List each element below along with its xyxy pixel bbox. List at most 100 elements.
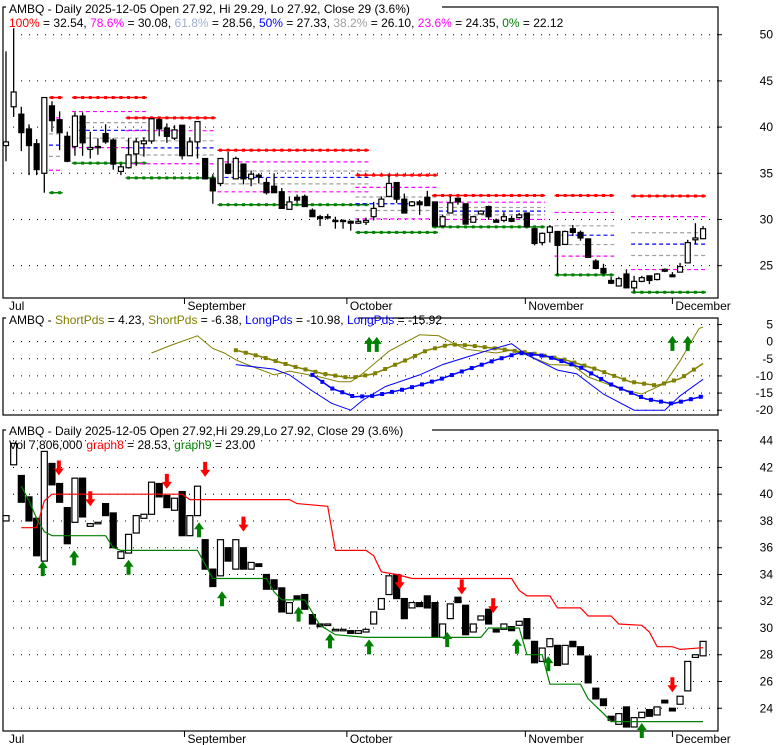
legend-separator: = bbox=[104, 313, 118, 327]
fib-level-marker bbox=[119, 96, 123, 100]
longpds-marker bbox=[469, 366, 474, 371]
candle-body bbox=[309, 209, 316, 218]
signal-candle-body bbox=[423, 595, 431, 609]
legend-value: -15.92 bbox=[408, 313, 442, 327]
candle-body bbox=[2, 141, 10, 147]
legend-separator: , bbox=[340, 313, 347, 327]
shortpds-marker bbox=[452, 342, 457, 347]
fib-level-marker bbox=[487, 193, 491, 197]
longpds-marker bbox=[648, 397, 653, 402]
fib-level-marker bbox=[333, 148, 337, 152]
candle-body bbox=[493, 219, 500, 223]
candle-body bbox=[94, 145, 102, 149]
shortpds-marker bbox=[253, 353, 258, 358]
fib-level-marker bbox=[142, 176, 146, 180]
fib-level-marker bbox=[372, 230, 376, 234]
osc_panel-ytick-label: 0 bbox=[766, 335, 773, 349]
signal-candle-body bbox=[507, 626, 516, 632]
price_panel-ytick-label: 50 bbox=[760, 28, 774, 42]
month-label: Jul bbox=[9, 732, 24, 745]
legend-separator: = bbox=[197, 313, 211, 327]
fib-level-marker bbox=[464, 193, 468, 197]
candle-body bbox=[286, 201, 293, 210]
fib-level-marker bbox=[104, 161, 108, 165]
fib-level-marker bbox=[203, 116, 207, 120]
shortpds-marker bbox=[273, 359, 278, 364]
arrow-up-icon bbox=[325, 633, 336, 649]
legend-value: 22.12 bbox=[533, 16, 563, 30]
signal-candle-body bbox=[354, 630, 362, 634]
fib-level-marker bbox=[372, 173, 376, 177]
shortpds-marker bbox=[622, 377, 627, 382]
legend-label: LongPds bbox=[347, 313, 394, 327]
candle-body bbox=[324, 216, 331, 219]
price_panel-frame bbox=[2, 6, 719, 299]
longpds-marker bbox=[350, 393, 355, 398]
fib-level-marker bbox=[670, 290, 674, 294]
longpds-marker bbox=[609, 382, 614, 387]
fib-level-marker bbox=[663, 194, 667, 198]
signal-candle-body bbox=[63, 506, 71, 545]
shortpds-marker bbox=[263, 356, 268, 361]
shortpds-marker bbox=[462, 343, 467, 348]
candle-body bbox=[240, 163, 247, 180]
fib-level-marker bbox=[318, 203, 322, 207]
shortpds-marker bbox=[243, 350, 248, 355]
signal-candle-body bbox=[239, 547, 248, 570]
candle-body bbox=[378, 198, 385, 208]
signal-candle-body bbox=[668, 707, 677, 712]
fib-level-marker bbox=[81, 161, 85, 165]
fib-level-marker bbox=[211, 116, 215, 120]
fib-level-marker bbox=[586, 273, 590, 277]
candle-body bbox=[408, 201, 416, 207]
longpds-marker bbox=[340, 390, 345, 395]
fib-level-marker bbox=[226, 148, 230, 152]
signal-candle-body bbox=[377, 597, 385, 610]
candle-body bbox=[10, 91, 17, 108]
fib-level-marker bbox=[418, 173, 422, 177]
longpds-marker bbox=[449, 373, 454, 378]
longpds-marker bbox=[579, 365, 584, 370]
signal-panel-title: AMBQ - Daily 2025-12-05 Open 27.92,Hi 29… bbox=[9, 424, 403, 438]
signal-candle-body bbox=[186, 515, 194, 537]
candle-body bbox=[554, 230, 561, 246]
candle-body bbox=[577, 231, 584, 239]
fib-level-marker bbox=[517, 193, 521, 197]
legend-separator: , bbox=[141, 313, 148, 327]
signal-candle-body bbox=[484, 608, 493, 625]
candle-body bbox=[271, 185, 278, 194]
signal-candle-body bbox=[216, 539, 225, 577]
signal-candle-body bbox=[469, 623, 477, 633]
signal-candle-body bbox=[94, 521, 102, 525]
candle-body bbox=[148, 118, 155, 142]
fib-level-marker bbox=[88, 96, 92, 100]
fib-level-marker bbox=[196, 116, 199, 120]
shortpds-marker bbox=[373, 371, 378, 376]
signal-candle-body bbox=[439, 623, 447, 638]
fib-level-marker bbox=[364, 203, 368, 207]
arrow-up-icon bbox=[194, 522, 205, 538]
signal-candle-body bbox=[638, 711, 646, 719]
candle-body bbox=[485, 205, 492, 218]
arrow-down-icon bbox=[488, 598, 499, 614]
month-label: November bbox=[528, 732, 583, 745]
legend-value: 32.54 bbox=[53, 16, 83, 30]
fib-level-marker bbox=[479, 225, 483, 229]
signal-candle-body bbox=[661, 699, 669, 704]
shortpds-marker bbox=[442, 343, 447, 348]
candle-body bbox=[531, 228, 538, 245]
legend-label: ShortPds bbox=[148, 313, 197, 327]
signal-candle-body bbox=[255, 563, 263, 568]
signal-candle-body bbox=[163, 494, 171, 509]
candle-body bbox=[416, 201, 423, 206]
longpds-marker bbox=[678, 399, 683, 404]
signal-candle-body bbox=[140, 513, 148, 519]
signal-candle-body bbox=[247, 561, 255, 570]
fib-level-marker bbox=[165, 176, 169, 180]
legend-value: 28.53 bbox=[137, 438, 167, 452]
longpds-marker bbox=[400, 387, 405, 392]
candle-body bbox=[209, 178, 216, 192]
fib-level-marker bbox=[425, 230, 429, 234]
osc_panel-frame bbox=[2, 317, 719, 416]
longpds-marker bbox=[559, 359, 564, 364]
